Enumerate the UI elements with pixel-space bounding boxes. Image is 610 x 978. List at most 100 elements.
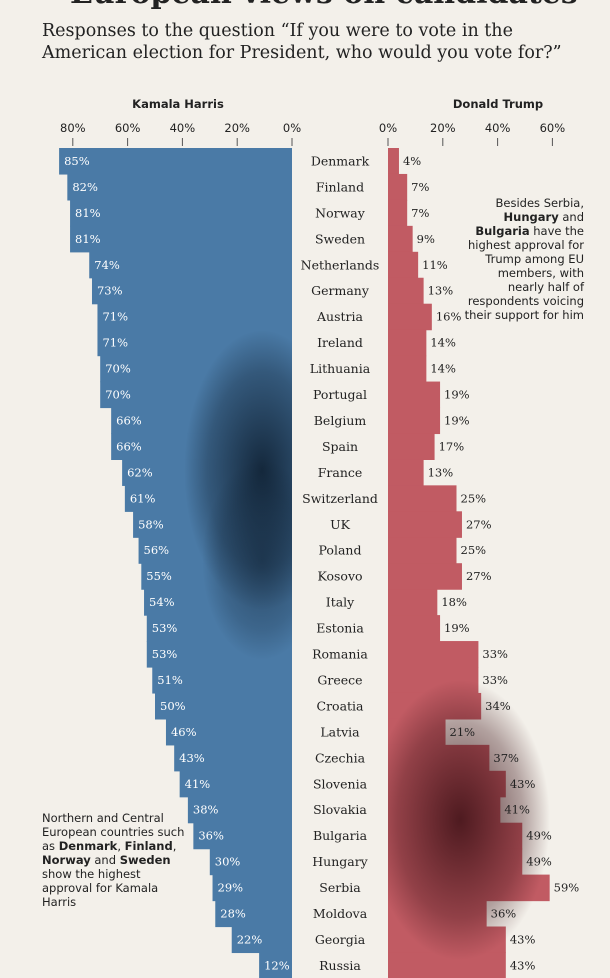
trump-value-label: 7%: [411, 206, 429, 220]
harris-value-label: 50%: [160, 699, 186, 713]
harris-bar: [209, 848, 292, 876]
harris-tick-label: 20%: [224, 121, 250, 135]
country-label: Moldova: [313, 906, 368, 921]
harris-value-label: 70%: [105, 362, 131, 376]
note-trump-part: Bulgaria: [475, 224, 530, 238]
trump-bar: [388, 407, 441, 435]
trump-value-label: 49%: [526, 855, 552, 869]
note-trump-part: Hungary: [503, 210, 559, 224]
trump-tick-label: 40%: [485, 121, 511, 135]
harris-bar: [70, 225, 292, 253]
harris-value-label: 81%: [75, 206, 101, 220]
harris-bar: [91, 277, 292, 305]
harris-bar: [179, 770, 292, 798]
harris-value-label: 41%: [185, 777, 211, 791]
country-label: Netherlands: [301, 257, 380, 272]
trump-tick-label: 20%: [430, 121, 456, 135]
harris-value-label: 70%: [105, 388, 131, 402]
trump-bar: [388, 511, 462, 538]
harris-value-label: 55%: [146, 569, 172, 583]
harris-tick-label: 40%: [170, 121, 196, 135]
note-harris-part: Norway: [42, 853, 91, 867]
country-label: Ireland: [317, 335, 363, 350]
country-label: Georgia: [315, 932, 366, 947]
country-label: Kosovo: [317, 569, 362, 584]
trump-value-label: 17%: [439, 439, 465, 453]
harris-portrait: [184, 330, 292, 660]
trump-tick-label: 0%: [379, 121, 397, 135]
harris-value-label: 22%: [237, 932, 263, 946]
country-label: Poland: [319, 543, 362, 558]
trump-bar: [388, 199, 408, 227]
trump-bar: [388, 459, 424, 486]
country-label: Norway: [315, 205, 366, 220]
country-label: France: [318, 465, 363, 480]
note-harris-part: Sweden: [119, 853, 171, 867]
country-label: Sweden: [315, 231, 365, 246]
country-label: Spain: [322, 439, 358, 454]
harris-value-label: 85%: [64, 154, 90, 168]
country-label: Lithuania: [310, 361, 371, 376]
harris-value-label: 66%: [116, 439, 142, 453]
trump-value-label: 27%: [466, 569, 492, 583]
trump-value-label: 33%: [482, 673, 508, 687]
harris-value-label: 46%: [171, 725, 197, 739]
country-label: Romania: [312, 647, 368, 662]
note-trump-part: Besides Serbia,: [495, 196, 584, 210]
harris-tick-label: 80%: [60, 121, 86, 135]
note-harris-part: Northern and Central European countries …: [42, 811, 185, 853]
trump-bar: [388, 381, 441, 409]
trump-value-label: 21%: [450, 725, 476, 739]
harris-value-label: 53%: [152, 647, 178, 661]
trump-value-label: 49%: [526, 829, 552, 843]
trump-value-label: 16%: [436, 310, 462, 324]
harris-value-label: 66%: [116, 413, 142, 427]
trump-value-label: 7%: [411, 180, 429, 194]
trump-bar: [388, 329, 427, 357]
harris-value-label: 82%: [72, 180, 98, 194]
country-label: Hungary: [312, 854, 368, 869]
trump-bar: [388, 225, 413, 253]
harris-bar: [215, 900, 292, 928]
harris-value-label: 53%: [152, 621, 178, 635]
country-label: Slovakia: [313, 802, 367, 817]
harris-value-label: 58%: [138, 517, 164, 531]
trump-value-label: 33%: [482, 647, 508, 661]
harris-bar: [165, 718, 292, 746]
country-label: Italy: [326, 595, 355, 610]
trump-bar: [388, 355, 427, 383]
note-harris-part: Denmark: [58, 839, 118, 853]
trump-bar: [388, 251, 419, 279]
trump-value-label: 34%: [485, 699, 511, 713]
harris-value-label: 74%: [94, 258, 120, 272]
trump-value-label: 43%: [510, 958, 536, 972]
country-label: Belgium: [314, 413, 367, 428]
harris-value-label: 43%: [179, 751, 205, 765]
trump-value-label: 14%: [430, 362, 456, 376]
trump-value-label: 13%: [428, 465, 454, 479]
harris-value-label: 54%: [149, 595, 175, 609]
trump-bar: [388, 641, 479, 668]
trump-bar: [388, 615, 441, 642]
country-label: Switzerland: [302, 491, 378, 506]
trump-bar: [388, 563, 462, 590]
country-label: Estonia: [316, 621, 364, 636]
trump-value-label: 4%: [403, 154, 421, 168]
trump-bar: [388, 537, 457, 564]
harris-bar: [187, 796, 292, 824]
country-label: Latvia: [320, 724, 360, 739]
harris-annotation: Northern and Central European countries …: [42, 811, 192, 909]
trump-value-label: 25%: [461, 543, 487, 557]
harris-bar: [231, 926, 292, 954]
country-label: Austria: [316, 309, 363, 324]
harris-value-label: 71%: [102, 336, 128, 350]
harris-bar: [70, 199, 292, 227]
harris-tick-label: 60%: [115, 121, 141, 135]
country-label: Finland: [316, 179, 364, 194]
harris-value-label: 28%: [220, 907, 246, 921]
harris-bar: [259, 952, 292, 978]
harris-value-label: 62%: [127, 465, 153, 479]
trump-value-label: 13%: [428, 284, 454, 298]
harris-bar: [59, 148, 292, 175]
trump-value-label: 43%: [510, 932, 536, 946]
